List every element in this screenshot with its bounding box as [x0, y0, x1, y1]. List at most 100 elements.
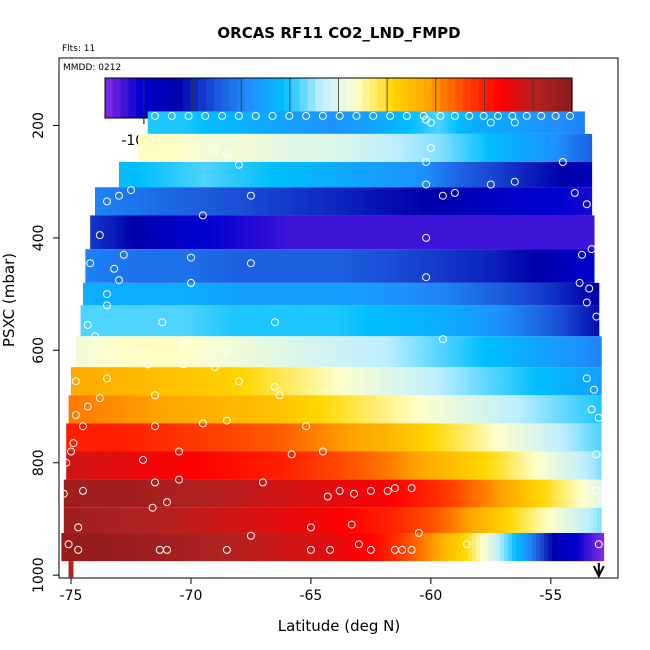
heatmap-cell: [280, 507, 285, 534]
observation-marker: [110, 264, 119, 273]
heatmap-cell: [264, 479, 269, 508]
heatmap-cell: [328, 111, 333, 134]
heatmap-cell: [429, 451, 435, 480]
heatmap-cell: [208, 336, 213, 368]
heatmap-cell: [87, 479, 93, 508]
heatmap-cell: [303, 305, 309, 337]
heatmap-cell: [475, 305, 480, 337]
heatmap-cell: [381, 367, 387, 396]
heatmap-cell: [476, 111, 481, 134]
heatmap-cell: [103, 507, 109, 534]
heatmap-cell: [332, 479, 338, 508]
heatmap-cell: [480, 111, 485, 134]
heatmap-cell: [269, 423, 275, 452]
heatmap-cell: [345, 423, 351, 452]
heatmap-cell: [258, 133, 264, 162]
heatmap-cell: [257, 451, 263, 480]
observation-marker: [302, 111, 311, 120]
heatmap-cell: [120, 395, 126, 424]
heatmap-cell: [368, 395, 374, 424]
heatmap-cell: [272, 479, 277, 508]
heatmap-cell: [557, 336, 562, 368]
heatmap-cell: [209, 249, 215, 283]
heatmap-cell: [208, 305, 213, 337]
heatmap-cell: [79, 336, 85, 368]
heatmap-cell: [513, 367, 518, 396]
heatmap-cell: [200, 395, 206, 424]
heatmap-cell: [78, 451, 83, 480]
heatmap-cell: [150, 423, 155, 452]
heatmap-cell: [573, 479, 578, 508]
observation-marker: [158, 318, 167, 327]
heatmap-cell: [525, 336, 530, 368]
heatmap-cell: [404, 336, 410, 368]
heatmap-cell: [509, 249, 515, 283]
heatmap-cell: [349, 249, 355, 283]
colorbar-swatch: [198, 78, 207, 118]
heatmap-cell: [283, 111, 289, 134]
heatmap-cell: [264, 507, 269, 534]
heatmap-cell: [163, 187, 168, 216]
heatmap-cell: [178, 215, 183, 250]
heatmap-cell: [451, 305, 456, 337]
heatmap-cell: [572, 111, 577, 134]
heatmap-cell: [192, 336, 197, 368]
colorbar-swatch: [338, 78, 347, 118]
heatmap-cell: [236, 395, 242, 424]
heatmap-cell: [159, 162, 164, 188]
heatmap-cell: [278, 367, 283, 396]
heatmap-cell: [578, 305, 584, 337]
colorbar-swatch: [392, 78, 402, 118]
heatmap-cell: [561, 451, 566, 480]
heatmap-cell: [553, 395, 558, 424]
heatmap-cell: [503, 533, 509, 562]
heatmap-cell: [296, 479, 301, 508]
colorbar-swatch: [470, 78, 480, 118]
heatmap-cell: [313, 451, 319, 480]
heatmap-cell: [386, 215, 391, 250]
observation-marker: [462, 540, 471, 549]
observation-marker: [115, 191, 123, 200]
heatmap-cell: [454, 282, 460, 306]
heatmap-cell: [537, 395, 542, 424]
heatmap-cell: [444, 336, 450, 368]
heatmap-cell: [459, 162, 464, 188]
heatmap-cell: [560, 111, 565, 134]
heatmap-cell: [244, 533, 250, 562]
observation-marker: [414, 529, 423, 537]
heatmap-cell: [537, 423, 542, 452]
heatmap-cell: [294, 282, 300, 306]
heatmap-cell: [433, 367, 439, 396]
heatmap-cell: [273, 423, 279, 452]
heatmap-cell: [485, 451, 490, 480]
heatmap-cell: [179, 187, 184, 216]
heatmap-cell: [541, 423, 546, 452]
heatmap-cell: [362, 133, 368, 162]
heatmap-cell: [107, 187, 112, 216]
heatmap-cell: [508, 111, 513, 134]
heatmap-cell: [439, 187, 444, 216]
heatmap-cell: [587, 133, 593, 162]
heatmap-cell: [396, 111, 401, 134]
heatmap-cell: [555, 162, 561, 188]
heatmap-cell: [190, 133, 195, 162]
colorbar-swatch: [276, 78, 285, 118]
heatmap-cell: [356, 336, 362, 368]
heatmap-cell: [304, 507, 309, 534]
heatmap-cell: [579, 133, 585, 162]
heatmap-cell: [491, 305, 496, 337]
heatmap-cell: [257, 249, 263, 283]
observation-marker: [222, 416, 231, 425]
heatmap-cell: [565, 507, 570, 534]
observation-marker: [398, 545, 407, 554]
colorbar-swatch: [322, 78, 332, 118]
heatmap-cell: [341, 423, 347, 452]
heatmap-cell: [417, 249, 423, 283]
heatmap-cell: [299, 162, 304, 188]
heatmap-cell: [464, 111, 469, 134]
heatmap-cell: [151, 111, 157, 134]
heatmap-cell: [345, 451, 351, 480]
heatmap-cell: [116, 395, 122, 424]
heatmap-cell: [577, 336, 582, 368]
heatmap-cell: [201, 451, 207, 480]
